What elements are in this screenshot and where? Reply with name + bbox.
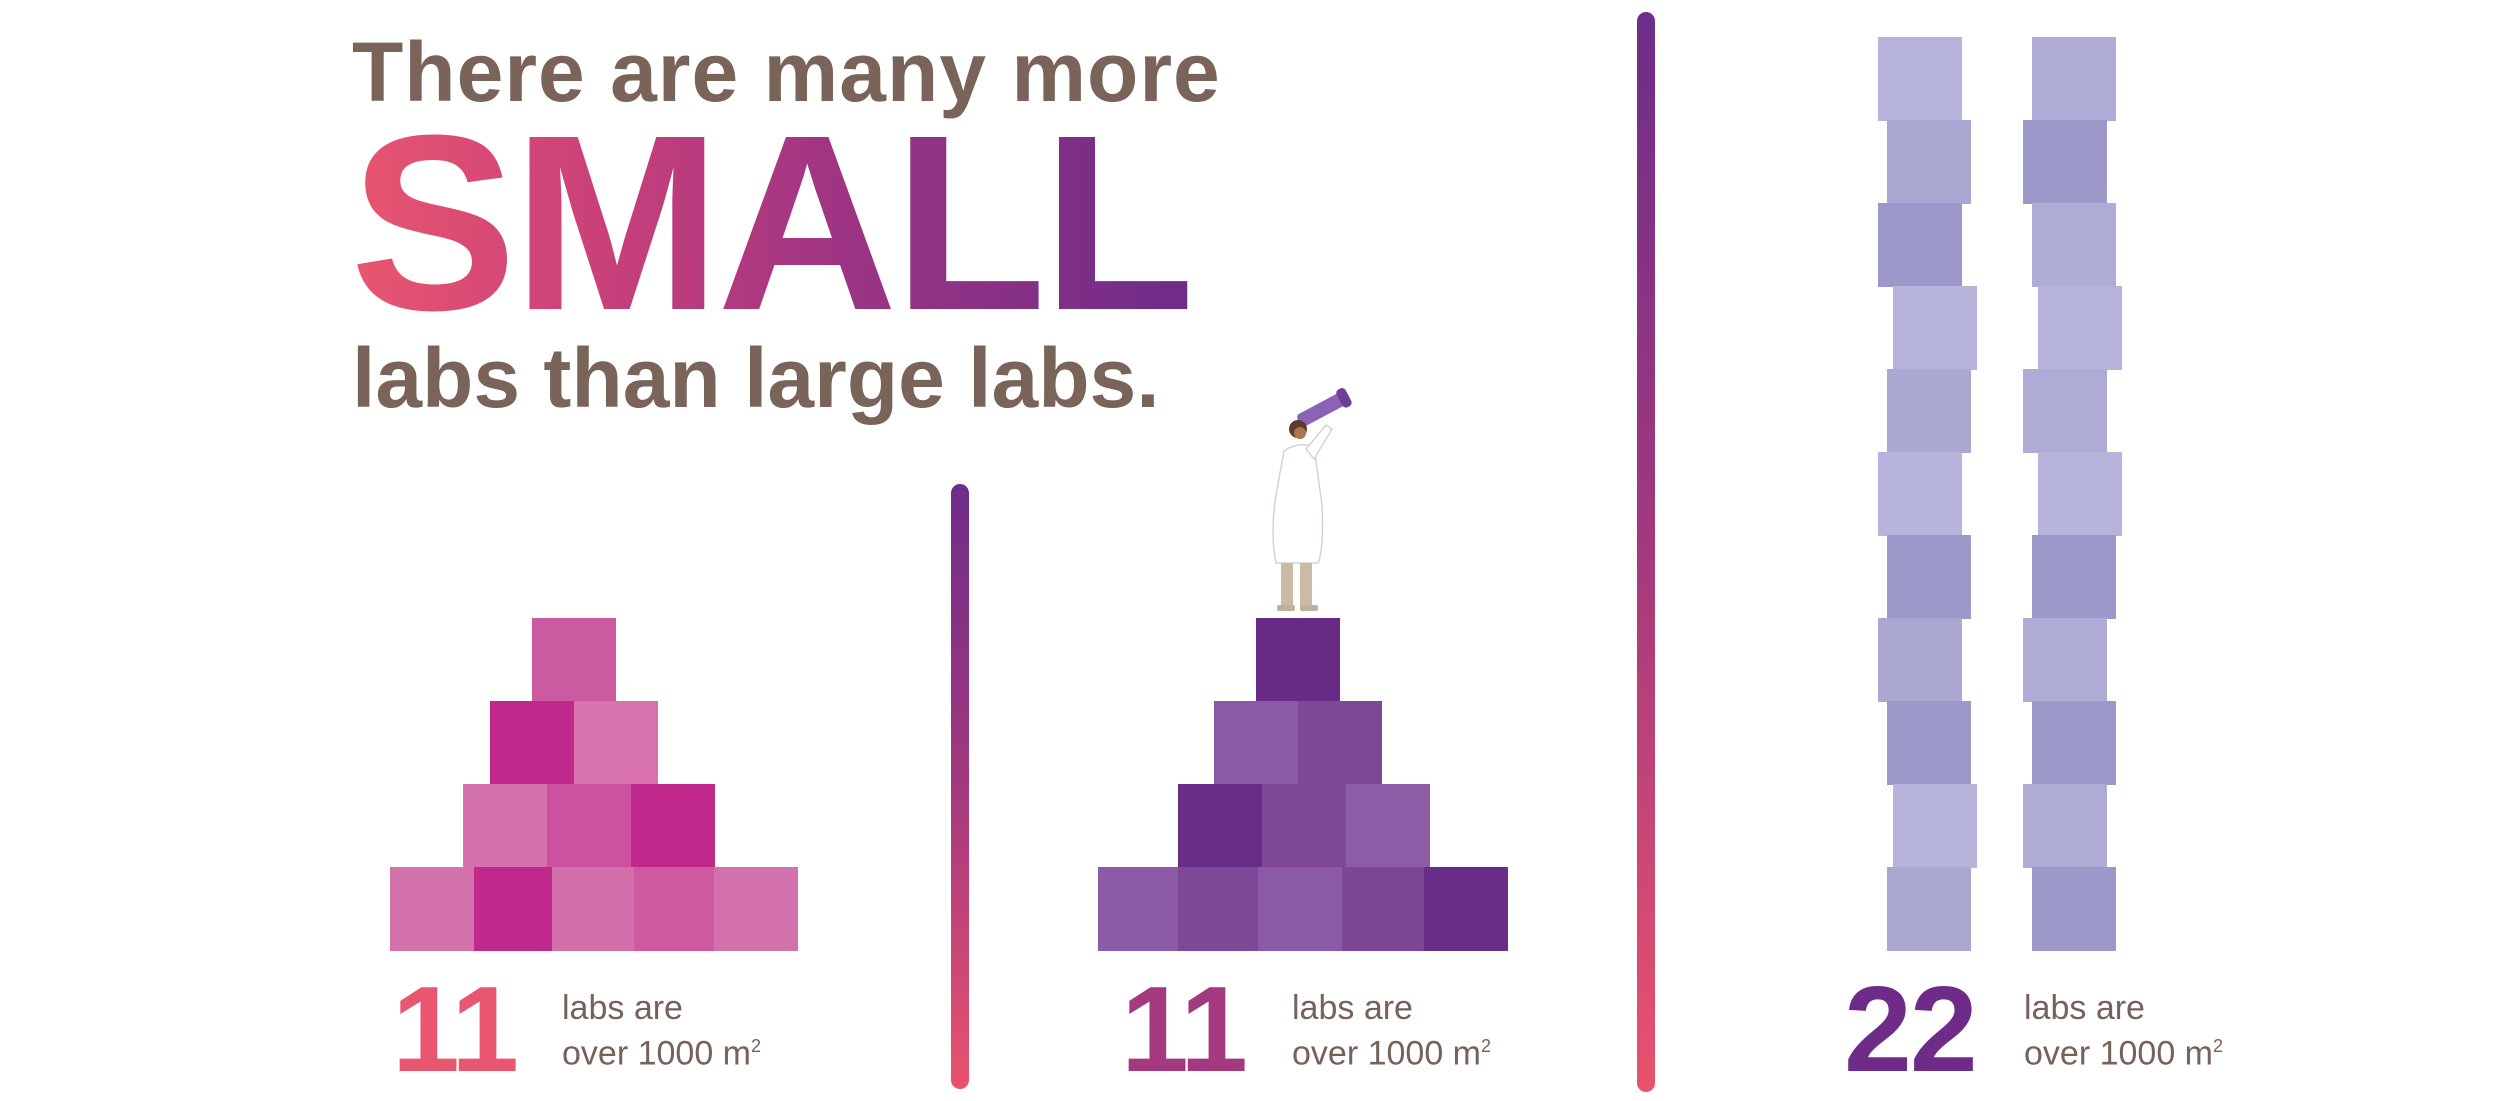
block	[1298, 701, 1382, 785]
stat-number-2: 11	[1121, 961, 1248, 1097]
block	[1893, 286, 1977, 370]
block	[1887, 120, 1971, 204]
block	[463, 784, 547, 868]
stat-number-3: 22	[1844, 961, 1978, 1097]
block	[1258, 867, 1342, 951]
block	[1887, 867, 1971, 951]
headline-line-3: labs than large labs.	[352, 331, 1160, 425]
block	[2032, 37, 2116, 121]
block	[1887, 535, 1971, 619]
stat-label-3-line2: over 1000 m2	[2024, 1034, 2224, 1073]
block	[474, 867, 552, 951]
block	[1342, 867, 1424, 951]
divider-right	[1637, 12, 1655, 1092]
block	[574, 701, 658, 785]
block	[552, 867, 634, 951]
person-with-telescope-icon	[1272, 388, 1352, 611]
block	[2023, 784, 2107, 868]
stat-label-1: labs are over 1000 m2	[562, 989, 761, 1072]
block	[1346, 784, 1430, 868]
stat-label-2-line2: over 1000 m2	[1292, 1034, 1492, 1073]
stat-label-3-line1: labs are	[2024, 989, 2145, 1027]
stat-label-2: labs are over 1000 m2	[1292, 989, 1491, 1072]
block	[1256, 618, 1340, 702]
block	[1214, 701, 1298, 785]
block	[532, 618, 616, 702]
block	[1887, 701, 1971, 785]
block	[631, 784, 715, 868]
block	[2023, 120, 2107, 204]
block	[1098, 867, 1178, 951]
headline-line-1: There are many more	[352, 25, 1221, 119]
block	[1178, 867, 1258, 951]
block	[1424, 867, 1508, 951]
block	[2032, 203, 2116, 287]
block	[1878, 618, 1962, 702]
headline-small: SMALL	[350, 83, 1195, 362]
block	[2023, 369, 2107, 453]
block	[2032, 535, 2116, 619]
block	[547, 784, 631, 868]
block	[490, 701, 574, 785]
stat-label-1-line2: over 1000 m2	[562, 1034, 762, 1073]
block	[1878, 203, 1962, 287]
block	[390, 867, 474, 951]
block	[2032, 867, 2116, 951]
stat-number-1: 11	[392, 961, 519, 1097]
block	[2038, 452, 2122, 536]
block	[1178, 784, 1262, 868]
stat-label-2-line1: labs are	[1292, 989, 1413, 1027]
block	[2023, 618, 2107, 702]
block	[1262, 784, 1346, 868]
block	[634, 867, 714, 951]
stat-label-1-line1: labs are	[562, 989, 683, 1027]
block	[2032, 701, 2116, 785]
block	[1878, 37, 1962, 121]
stat-label-3: labs are over 1000 m2	[2024, 989, 2223, 1072]
block	[2038, 286, 2122, 370]
block	[714, 867, 798, 951]
block	[1878, 452, 1962, 536]
divider-left	[951, 484, 969, 1089]
block	[1893, 784, 1977, 868]
block	[1887, 369, 1971, 453]
